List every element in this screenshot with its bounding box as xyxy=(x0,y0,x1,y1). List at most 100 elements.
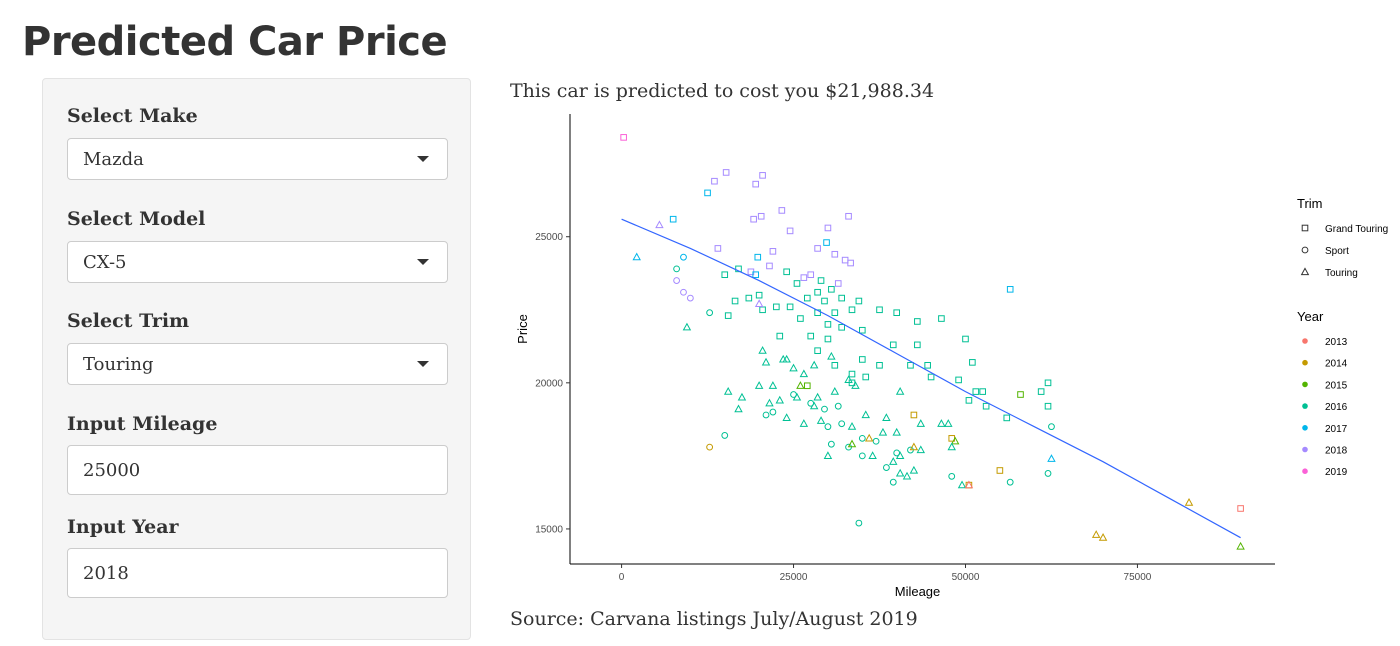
data-point xyxy=(786,227,794,235)
year-legend-title: Year xyxy=(1297,309,1324,324)
data-point xyxy=(1048,423,1055,431)
data-point xyxy=(838,294,845,302)
data-point xyxy=(889,341,897,349)
legend-key xyxy=(1302,468,1308,475)
data-point xyxy=(845,212,852,220)
data-point xyxy=(673,265,681,273)
data-point xyxy=(680,288,687,296)
x-tick-label: 75000 xyxy=(1124,572,1152,583)
data-point xyxy=(862,373,870,381)
data-point xyxy=(878,427,888,436)
data-point xyxy=(775,395,785,404)
data-point xyxy=(882,413,891,421)
chart-axes: 0 25000 50000 75000 15000 20000 25000 xyxy=(535,114,1275,583)
data-point xyxy=(859,356,866,363)
data-point xyxy=(1006,286,1014,293)
data-point xyxy=(1091,530,1101,538)
data-point xyxy=(752,180,760,188)
data-point xyxy=(848,306,856,314)
data-point xyxy=(754,381,764,389)
data-point xyxy=(831,361,839,369)
model-select-value: CX-5 xyxy=(83,251,127,273)
year-label: Input Year xyxy=(67,516,179,538)
data-point xyxy=(828,286,835,293)
data-point xyxy=(892,427,901,436)
data-point xyxy=(909,442,919,451)
data-point xyxy=(893,309,901,317)
data-point xyxy=(807,332,815,340)
data-point xyxy=(711,177,718,185)
data-point xyxy=(823,239,830,246)
legend-label: 2015 xyxy=(1325,380,1348,391)
legend-key xyxy=(1302,403,1308,409)
chart-legend: Trim Grand Touring Sport Touring Year 2013 201… xyxy=(1297,196,1388,478)
data-point xyxy=(914,341,921,349)
data-point xyxy=(844,375,853,384)
y-tick-label: 20000 xyxy=(535,378,563,389)
data-point xyxy=(809,360,819,369)
data-point xyxy=(789,363,798,372)
trim-select[interactable]: Touring xyxy=(67,343,448,385)
data-point xyxy=(816,416,826,424)
data-point xyxy=(868,451,877,459)
data-point xyxy=(838,324,845,331)
x-tick-label: 0 xyxy=(619,572,625,583)
data-point xyxy=(824,335,832,343)
data-point xyxy=(872,437,880,445)
data-point xyxy=(796,381,805,389)
data-point xyxy=(996,467,1004,474)
mileage-input[interactable]: 25000 xyxy=(67,445,448,495)
data-point xyxy=(803,382,811,390)
legend-label: Touring xyxy=(1325,268,1358,279)
data-point xyxy=(938,315,945,322)
data-point xyxy=(827,351,836,360)
data-point xyxy=(782,413,791,421)
data-point xyxy=(902,471,912,480)
data-point xyxy=(750,215,757,223)
data-point xyxy=(924,361,931,369)
data-point xyxy=(831,309,839,317)
data-point xyxy=(762,411,770,419)
x-axis-label: Mileage xyxy=(895,584,941,599)
data-point xyxy=(737,392,747,401)
data-point xyxy=(768,381,778,389)
data-point xyxy=(962,335,969,343)
data-point xyxy=(1237,505,1244,512)
data-point xyxy=(855,297,863,305)
data-point xyxy=(769,248,777,255)
data-point xyxy=(861,410,871,419)
legend-label: 2014 xyxy=(1325,359,1348,370)
data-point xyxy=(947,442,956,451)
year-input[interactable]: 2018 xyxy=(67,548,448,598)
chart-labels: Mileage Price xyxy=(515,314,940,599)
data-point xyxy=(1017,391,1024,398)
data-point xyxy=(776,332,784,340)
data-point xyxy=(814,245,821,252)
data-point xyxy=(797,315,804,322)
data-point xyxy=(1098,533,1108,541)
legend-key xyxy=(1302,338,1308,344)
data-point xyxy=(1037,388,1045,395)
data-point xyxy=(821,297,828,305)
make-select[interactable]: Mazda xyxy=(67,138,448,180)
legend-label: 2018 xyxy=(1325,446,1348,457)
data-point xyxy=(817,277,825,284)
data-point xyxy=(754,299,764,308)
data-point xyxy=(799,369,809,378)
data-point xyxy=(765,398,774,407)
data-point xyxy=(655,220,664,229)
data-point xyxy=(673,277,681,284)
data-point xyxy=(914,318,921,325)
data-point xyxy=(821,405,828,413)
model-select[interactable]: CX-5 xyxy=(67,241,448,283)
data-point xyxy=(761,357,771,366)
year-input-value: 2018 xyxy=(83,562,129,584)
data-point xyxy=(907,361,914,369)
data-point xyxy=(723,386,733,395)
data-point xyxy=(721,432,729,439)
data-point xyxy=(895,386,905,395)
data-point xyxy=(916,419,926,427)
legend-label: 2017 xyxy=(1325,424,1348,435)
data-point xyxy=(927,373,935,381)
legend-key xyxy=(1302,425,1308,431)
